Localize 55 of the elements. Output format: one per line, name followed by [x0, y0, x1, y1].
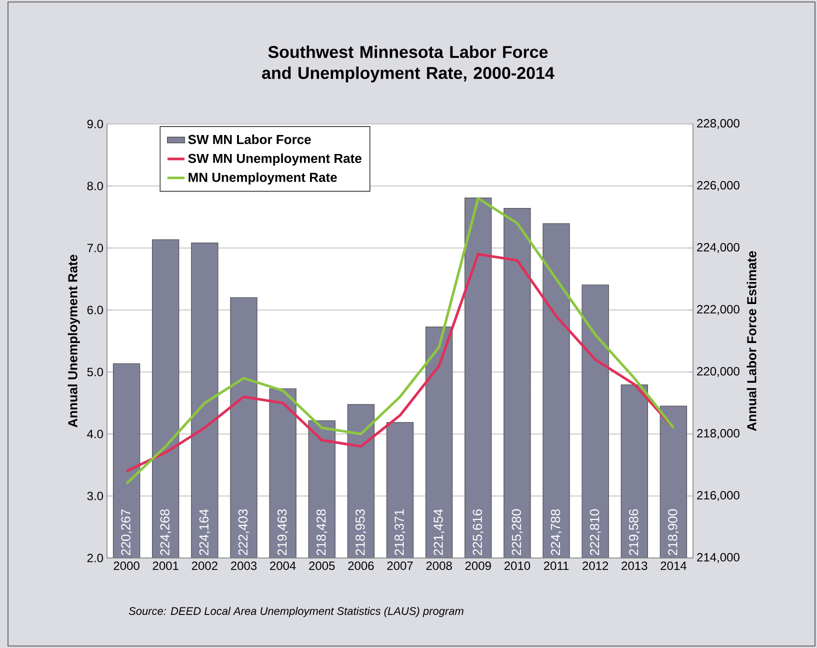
x-tick-label: 2013 [622, 562, 648, 570]
y2-tick-label: 224,000 [697, 243, 740, 253]
y-tick-label: 2.0 [87, 554, 104, 562]
x-tick-label: 2004 [270, 562, 296, 570]
data-label: 218,900 [668, 509, 679, 556]
x-tick-label: 2001 [152, 562, 178, 570]
x-tick-label: 2012 [582, 562, 608, 570]
chart-title: Southwest Minnesota Labor Force and Unemployment Rate, 2000-2014 [262, 46, 554, 82]
y2-tick-label: 228,000 [697, 119, 740, 129]
y2-tick-label: 226,000 [697, 181, 740, 191]
data-label: 219,586 [629, 509, 640, 556]
x-tick-label: 2006 [348, 562, 374, 570]
x-tick-label: 2009 [465, 562, 491, 570]
data-label: 225,280 [512, 509, 523, 556]
y2-tick-label: 218,000 [697, 429, 740, 439]
y-tick-label: 8.0 [87, 182, 104, 190]
data-label: 218,953 [356, 509, 366, 556]
x-tick-label: 2008 [426, 562, 452, 570]
data-label: 219,463 [277, 509, 288, 556]
data-label: 218,371 [394, 509, 406, 556]
data-label: 222,810 [590, 509, 601, 556]
y2-axis-title: Annual Labor Force Estimate [746, 251, 756, 431]
y-tick-label: 5.0 [87, 368, 104, 376]
x-tick-label: 2010 [504, 562, 530, 570]
x-tick-label: 2003 [230, 562, 257, 570]
legend-label: SW MN Labor Force [188, 134, 311, 144]
data-label: 225,616 [472, 509, 484, 556]
line-series [125, 252, 675, 472]
x-tick-label: 2002 [192, 562, 218, 570]
y-tick-label: 9.0 [87, 120, 104, 128]
line-series [125, 197, 675, 485]
x-tick-label: 2000 [114, 562, 140, 570]
y2-tick-label: 222,000 [697, 305, 740, 315]
data-label: 224,788 [550, 509, 562, 556]
data-label: 222,403 [238, 509, 250, 556]
x-tick-label: 2011 [544, 562, 569, 570]
y-tick-label: 7.0 [87, 244, 104, 252]
y2-tick-label: 216,000 [697, 491, 740, 501]
x-tick-label: 2014 [660, 562, 686, 570]
y-axis-title: Annual Unemployment Rate [68, 254, 80, 428]
data-label: 224,268 [160, 509, 171, 556]
y-tick-label: 4.0 [87, 430, 104, 438]
data-label: 221,454 [434, 509, 444, 556]
y2-tick-label: 220,000 [697, 367, 740, 377]
data-label: 218,428 [316, 509, 328, 556]
legend-label: SW MN Unemployment Rate [188, 153, 362, 166]
y2-tick-label: 214,000 [697, 553, 740, 563]
legend-label: MN Unemployment Rate [188, 172, 337, 185]
data-label: 224,164 [199, 509, 210, 556]
data-label: 220,267 [121, 509, 132, 556]
y-tick-label: 6.0 [87, 306, 104, 314]
source-note: Source: DEED Local Area Unemployment Statistics (LAUS) program [128, 606, 464, 618]
x-tick-label: 2005 [309, 562, 335, 570]
x-tick-label: 2007 [387, 562, 413, 570]
y-tick-label: 3.0 [87, 492, 104, 500]
